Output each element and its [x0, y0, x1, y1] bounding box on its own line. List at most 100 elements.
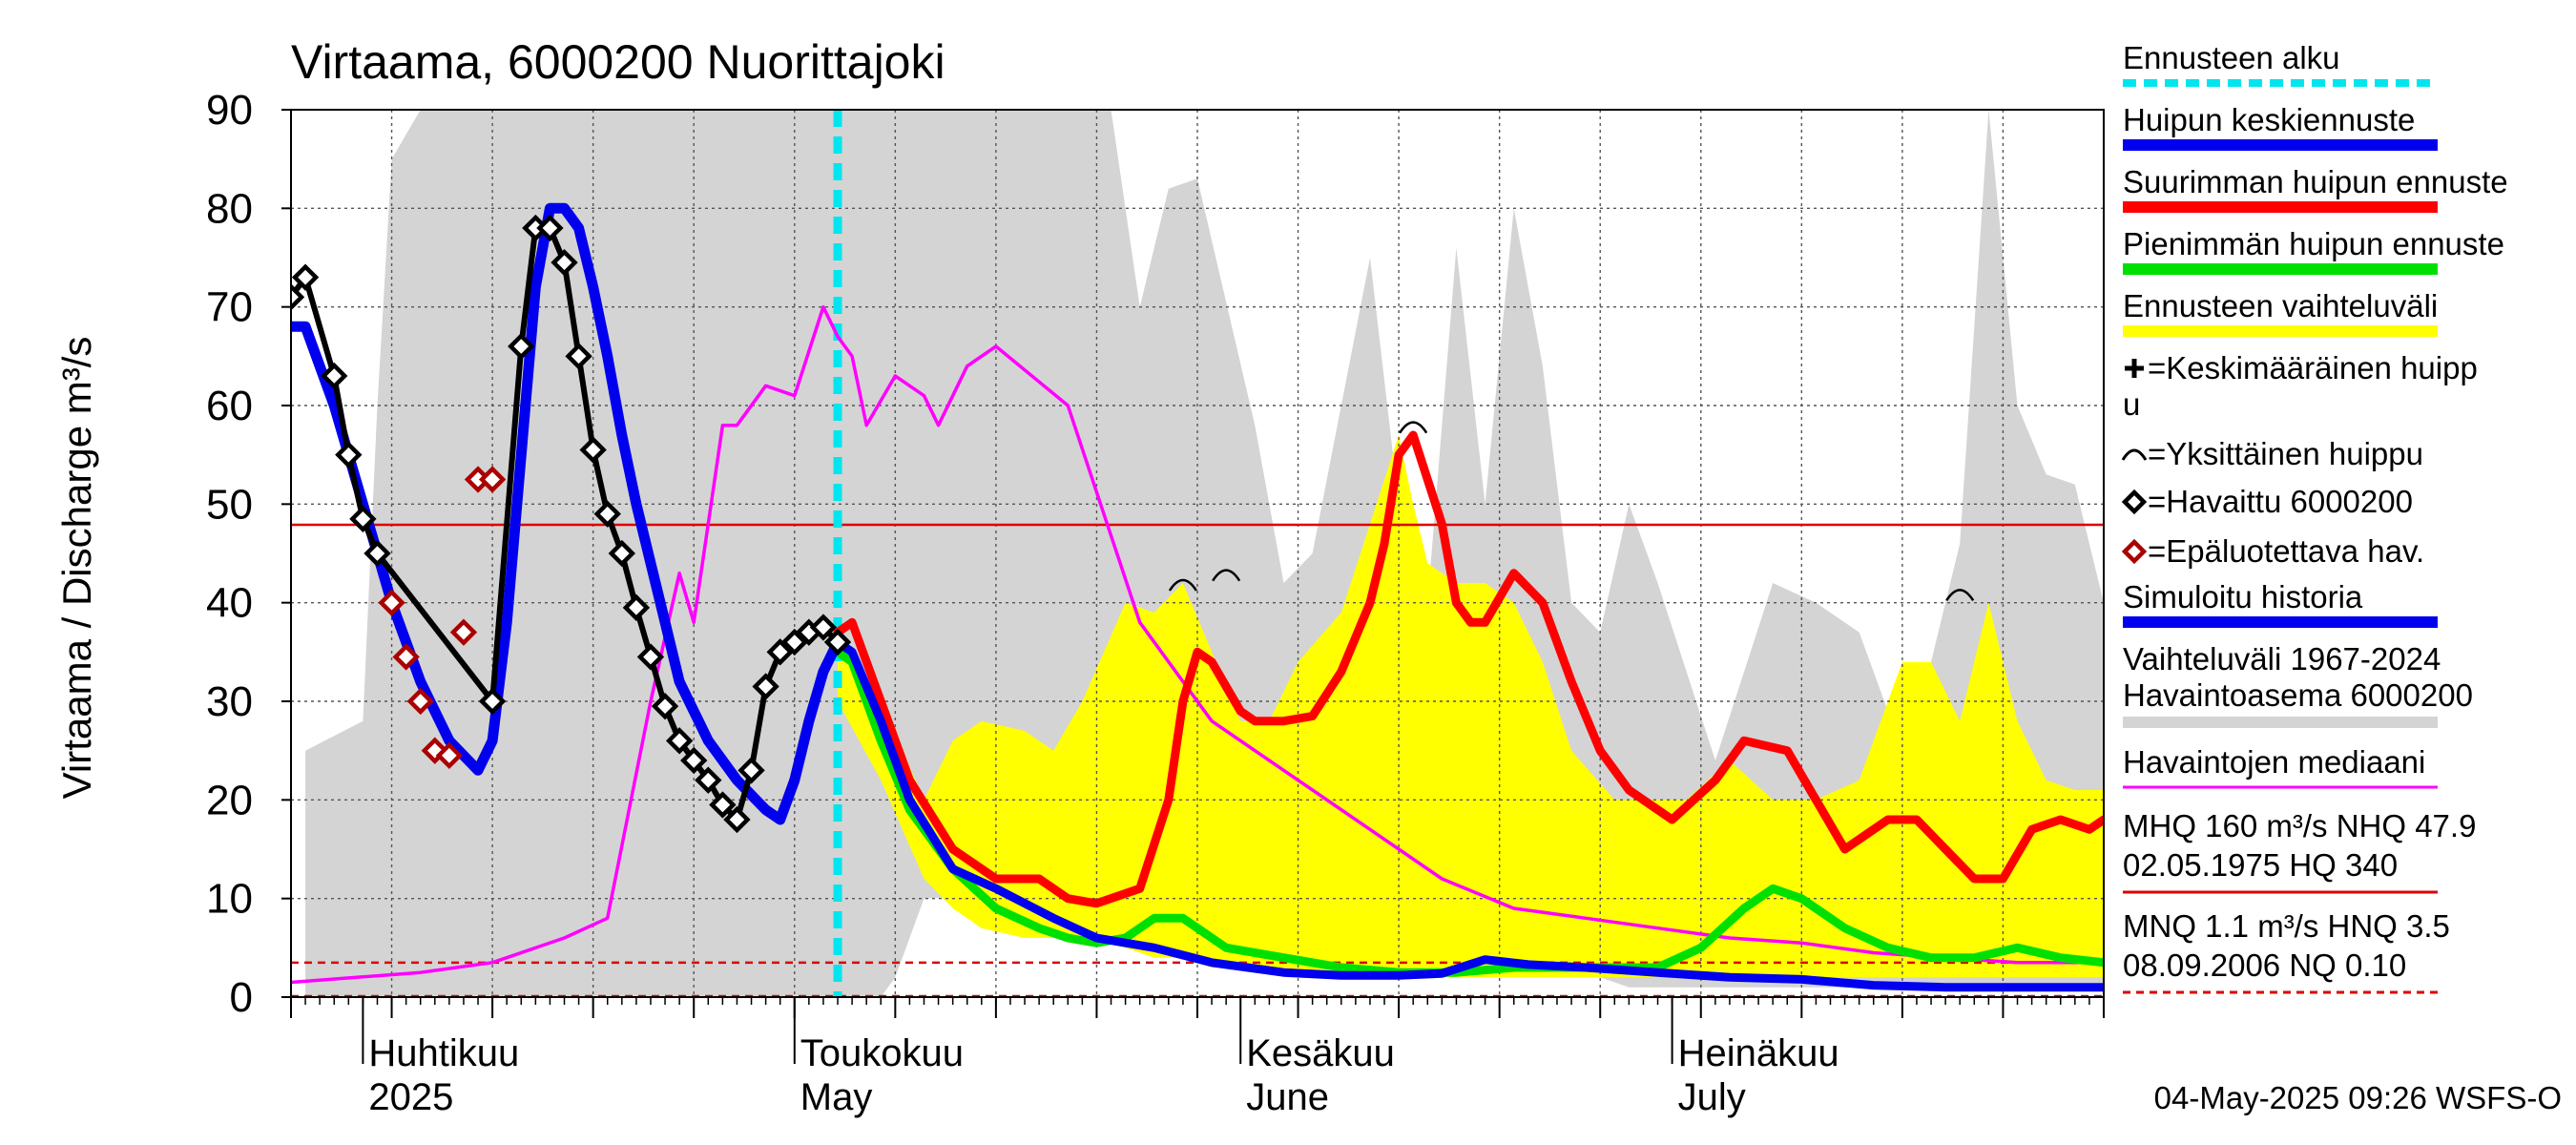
unreliable-marker — [406, 687, 434, 716]
observed-marker — [766, 638, 794, 666]
legend-item: Huipun keskiennuste — [2123, 102, 2438, 151]
series-line-1 — [833, 430, 2104, 908]
observed-marker — [321, 362, 348, 390]
legend-item: Havaintojen mediaani — [2123, 744, 2438, 789]
y-axis-label: Virtaama / Discharge m³/s — [54, 337, 99, 800]
observed-marker — [752, 673, 779, 700]
legend-swatch — [2123, 717, 2438, 728]
observed-marker — [809, 614, 838, 641]
x-month-label-fi: Kesäkuu — [1246, 1032, 1395, 1074]
legend-label: MNQ 1.1 m³/s HNQ 3.5 — [2123, 908, 2450, 944]
y-tick-label: 40 — [206, 580, 253, 627]
legend-swatch — [2123, 139, 2438, 151]
legend-label: MHQ 160 m³/s NHQ 47.9 — [2123, 808, 2476, 843]
legend-label: =Havaittu 6000200 — [2148, 484, 2413, 519]
legend-item: =Yksittäinen huippu — [2121, 436, 2423, 471]
observed-marker — [695, 766, 722, 794]
legend-label: Suurimman huipun ennuste — [2123, 164, 2508, 199]
series-line-4 — [291, 202, 843, 825]
legend-label: Pienimmän huipun ennuste — [2123, 226, 2504, 261]
legend-swatch — [2123, 201, 2438, 213]
observed-marker — [780, 628, 808, 656]
legend-item: =Keskimääräinen huippu — [2123, 350, 2478, 422]
chart-title: Virtaama, 6000200 Nuorittajoki — [291, 35, 945, 89]
legend-item: Ennusteen vaihteluväli — [2123, 288, 2438, 337]
legend-arc-icon — [2121, 448, 2148, 461]
observed-marker — [508, 332, 535, 361]
observed-marker — [651, 692, 679, 720]
observed-marker — [608, 539, 636, 568]
observed-marker — [709, 791, 737, 819]
legend-item: Pienimmän huipun ennuste — [2123, 226, 2504, 275]
observed-marker — [478, 687, 507, 716]
legend-item: Suurimman huipun ennuste — [2123, 164, 2508, 213]
peak-marker — [1945, 589, 1975, 602]
legend: Ennusteen alku Huipun keskiennuste Suurimm… — [2121, 40, 2508, 994]
unreliable-marker — [435, 741, 464, 770]
legend-label-2: 02.05.1975 HQ 340 — [2123, 847, 2398, 883]
legend-diamond-icon — [2121, 538, 2148, 565]
x-month-label-en: 2025 — [368, 1076, 453, 1118]
y-tick-label: 10 — [206, 876, 253, 923]
legend-item: Ennusteen alku — [2123, 40, 2438, 87]
peak-marker — [1168, 578, 1197, 592]
y-tick-label: 0 — [230, 974, 253, 1021]
y-tick-label: 30 — [206, 678, 253, 725]
legend-swatch — [2123, 616, 2438, 628]
y-tick-label: 20 — [206, 777, 253, 823]
legend-label: Huipun keskiennuste — [2123, 102, 2415, 137]
legend-item: Simuloitu historia — [2123, 579, 2438, 628]
plot-clip-group — [291, 110, 2104, 997]
observed-marker — [680, 746, 708, 775]
legend-cross-icon — [2125, 359, 2144, 378]
legend-label-2: 08.09.2006 NQ 0.10 — [2123, 947, 2406, 983]
y-tick-label: 60 — [206, 383, 253, 429]
y-tick-label: 70 — [206, 284, 253, 331]
x-month-label-en: May — [800, 1076, 873, 1118]
x-month-label-fi: Huhtikuu — [368, 1032, 519, 1074]
peak-marker — [1399, 421, 1428, 434]
observed-marker — [565, 343, 592, 370]
footer-timestamp: 04-May-2025 09:26 WSFS-O — [2154, 1080, 2562, 1115]
observed-marker — [579, 436, 607, 464]
observed-marker — [737, 757, 765, 784]
x-month-label-fi: Toukokuu — [800, 1032, 964, 1074]
observed-marker — [723, 805, 751, 834]
y-tick-label: 50 — [206, 481, 253, 528]
x-month-label-fi: Heinäkuu — [1678, 1032, 1839, 1074]
unreliable-marker — [378, 589, 405, 616]
unreliable-marker — [478, 466, 507, 493]
legend-label: =Keskimääräinen huipp — [2148, 350, 2478, 385]
observed-marker — [636, 643, 665, 671]
observed-marker — [665, 727, 694, 755]
observed-marker — [823, 628, 852, 656]
legend-item: =Havaittu 6000200 — [2121, 484, 2413, 519]
observed-marker — [536, 214, 564, 242]
legend-label: =Epäluotettava hav. — [2148, 533, 2424, 569]
legend-label: Vaihteluväli 1967-2024 — [2123, 641, 2441, 677]
legend-item: MNQ 1.1 m³/s HNQ 3.508.09.2006 NQ 0.10 — [2123, 908, 2450, 994]
legend-item: MHQ 160 m³/s NHQ 47.9 02.05.1975 HQ 340 — [2123, 808, 2476, 894]
legend-label-2: Havaintoasema 6000200 — [2123, 677, 2473, 713]
observed-marker — [622, 593, 651, 622]
series-line-3 — [833, 637, 2104, 992]
legend-diamond-icon — [2121, 489, 2148, 515]
legend-label: Simuloitu historia — [2123, 579, 2363, 614]
unreliable-marker — [449, 618, 478, 646]
y-tick-label: 80 — [206, 185, 253, 232]
legend-label: =Yksittäinen huippu — [2148, 436, 2423, 471]
grid-lines — [291, 110, 2104, 997]
observed-marker — [291, 263, 320, 291]
legend-swatch — [2123, 325, 2438, 337]
observed-marker — [335, 441, 363, 468]
legend-item: Vaihteluväli 1967-2024 Havaintoasema 600… — [2123, 641, 2473, 728]
unreliable-marker — [392, 643, 420, 671]
x-month-label-en: July — [1678, 1076, 1746, 1118]
observed-marker — [364, 539, 391, 568]
observed-marker — [349, 505, 377, 533]
legend-item: =Epäluotettava hav. — [2121, 533, 2424, 569]
peak-marker — [1212, 569, 1241, 582]
observed-marker — [551, 248, 578, 277]
